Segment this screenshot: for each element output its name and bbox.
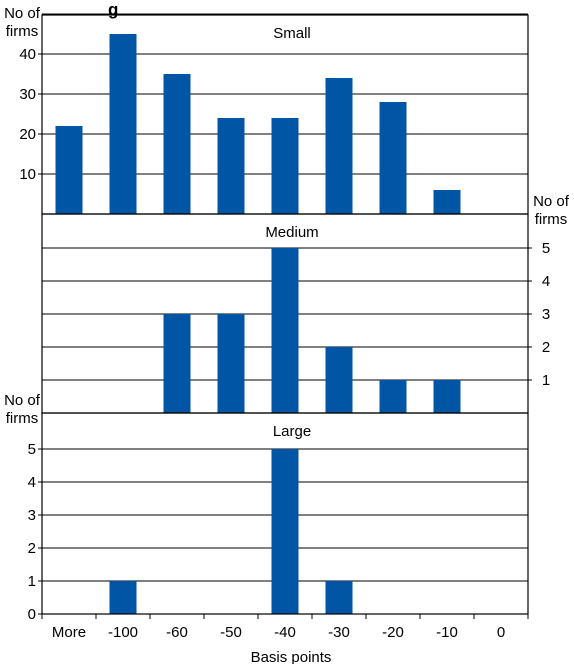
- x-tick-label--10: -10: [436, 624, 458, 641]
- x-axis-label: Basis points: [251, 649, 332, 664]
- medium-panel-title: Medium: [265, 224, 318, 241]
- x-tick-label-0: 0: [497, 624, 505, 641]
- x-tick-label--60: -60: [166, 624, 188, 641]
- large-bar--40: [271, 449, 299, 614]
- medium-ytick-label: 5: [542, 240, 550, 257]
- small-bar--20: [379, 102, 407, 214]
- large-panel-title: Large: [273, 423, 311, 440]
- x-tick-label--20: -20: [382, 624, 404, 641]
- small-bar--10: [433, 190, 461, 214]
- medium-bar--60: [163, 314, 191, 413]
- medium-bar--20: [379, 380, 407, 413]
- large-ylabel-line1: No of: [4, 392, 41, 409]
- small-bar--100: [109, 34, 137, 214]
- large-bar--30: [325, 581, 353, 614]
- x-tick-label--40: -40: [274, 624, 296, 641]
- medium-bar--10: [433, 380, 461, 413]
- medium-ytick-label: 3: [542, 306, 550, 323]
- small-ytick-label: 20: [19, 126, 36, 143]
- medium-ytick-label: 2: [542, 339, 550, 356]
- x-tick-label--50: -50: [220, 624, 242, 641]
- small-ytick-label: 30: [19, 86, 36, 103]
- medium-ytick-label: 4: [542, 273, 550, 290]
- medium-bar--50: [217, 314, 245, 413]
- large-ytick-label: 1: [28, 573, 36, 590]
- small-bar--40: [271, 118, 299, 214]
- medium-ylabel-line1: No of: [533, 193, 570, 210]
- large-ytick-label: 5: [28, 441, 36, 458]
- small-bar--50: [217, 118, 245, 214]
- large-bar--100: [109, 581, 137, 614]
- x-tick-label--30: -30: [328, 624, 350, 641]
- small-ylabel-line2: firms: [6, 23, 39, 40]
- large-ytick-label: 0: [28, 606, 36, 623]
- medium-bar--40: [271, 248, 299, 413]
- medium-bar--30: [325, 347, 353, 413]
- large-ytick-label: 2: [28, 540, 36, 557]
- small-bar--60: [163, 74, 191, 214]
- chart-title-fragment: g: [108, 0, 118, 19]
- small-ytick-label: 10: [19, 166, 36, 183]
- medium-ytick-label: 1: [542, 372, 550, 389]
- small-ytick-label: 40: [19, 46, 36, 63]
- large-ylabel-line2: firms: [6, 410, 39, 427]
- large-ytick-label: 4: [28, 474, 36, 491]
- medium-ylabel-line2: firms: [535, 211, 568, 228]
- small-ylabel-line1: No of: [4, 5, 41, 22]
- small-bar--30: [325, 78, 353, 214]
- large-panel-frame: [41, 412, 529, 615]
- small-bar-More: [55, 126, 83, 214]
- x-tick-label-More: More: [52, 624, 86, 641]
- small-panel-title: Small: [273, 25, 311, 42]
- x-tick-label--100: -100: [108, 624, 138, 641]
- large-ytick-label: 3: [28, 507, 36, 524]
